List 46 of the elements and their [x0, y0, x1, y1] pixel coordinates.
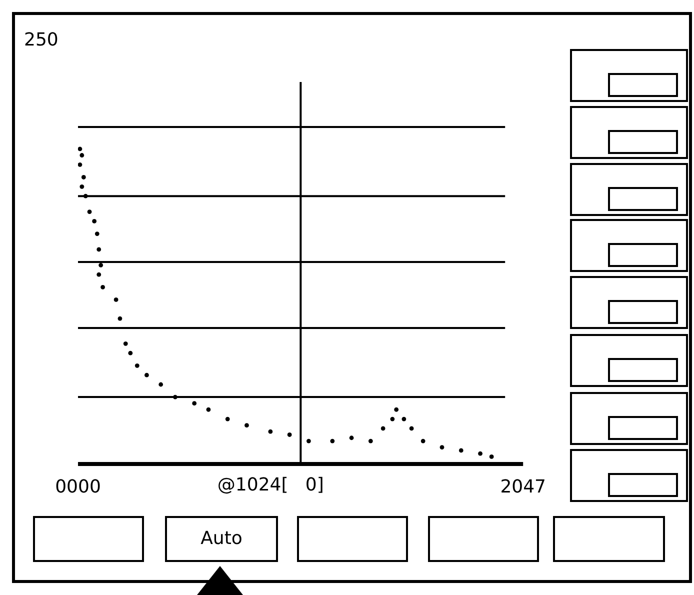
point [402, 416, 406, 422]
point [144, 372, 149, 378]
point [306, 438, 311, 444]
point [98, 262, 104, 268]
x-tick-label: 2047 [500, 476, 546, 498]
point [349, 436, 354, 440]
point [87, 210, 92, 214]
point [380, 426, 386, 431]
point [96, 247, 102, 252]
point [244, 423, 249, 428]
point [420, 438, 426, 444]
point [80, 184, 84, 189]
point [128, 350, 133, 356]
button: Auto [165, 516, 278, 562]
point [158, 382, 164, 387]
text: 250 [24, 30, 58, 51]
ref-line-label: @1024[ 0] [217, 474, 324, 496]
point [409, 426, 414, 431]
point [92, 219, 97, 224]
point [394, 407, 399, 412]
point [287, 432, 292, 437]
point [80, 153, 84, 158]
point [368, 438, 373, 444]
point [225, 416, 230, 422]
point [78, 146, 82, 152]
point [440, 445, 444, 450]
point [78, 162, 82, 167]
point [94, 232, 100, 236]
point [81, 175, 86, 180]
x-tick-label: 0000 [55, 476, 101, 498]
point [206, 407, 211, 412]
point [489, 454, 494, 459]
point [458, 448, 464, 453]
point [96, 272, 102, 277]
point [330, 438, 335, 444]
point [118, 316, 122, 321]
point [192, 401, 197, 406]
point [134, 363, 140, 368]
point [83, 194, 88, 198]
point [390, 416, 395, 422]
point [268, 429, 273, 434]
point [172, 394, 178, 400]
point [478, 451, 482, 456]
point [123, 341, 128, 346]
point [114, 298, 118, 302]
point [100, 284, 105, 290]
